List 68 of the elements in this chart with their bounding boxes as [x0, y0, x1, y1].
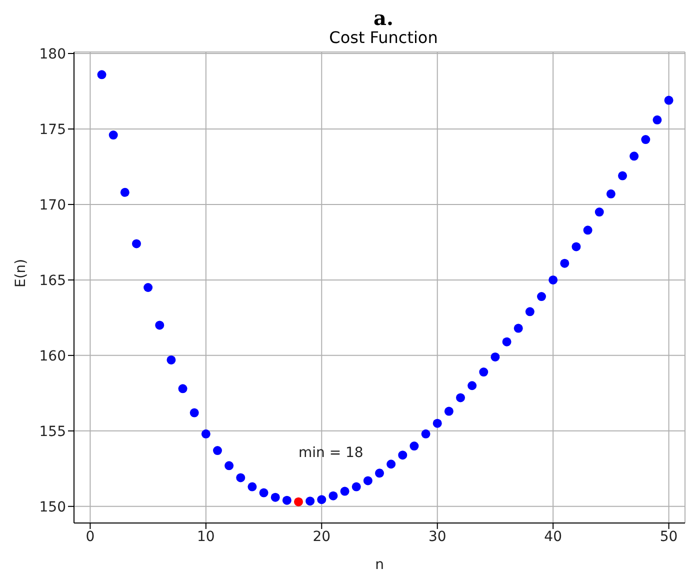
point — [444, 406, 454, 416]
point — [398, 450, 408, 460]
point — [410, 442, 419, 451]
x-axis-title: n — [375, 557, 384, 573]
point — [144, 283, 153, 292]
point — [178, 384, 188, 394]
point — [548, 275, 558, 284]
point — [108, 130, 118, 140]
point — [468, 381, 477, 390]
point — [618, 171, 628, 180]
point — [317, 495, 326, 504]
point — [652, 115, 662, 124]
point — [328, 491, 338, 500]
point — [537, 292, 546, 302]
x-tick-label: 30 — [428, 528, 446, 545]
point — [212, 446, 222, 456]
x-tick-label: 50 — [660, 528, 678, 545]
chart-subtitle: a. — [372, 6, 394, 30]
point — [155, 320, 164, 330]
y-tick-label: 180 — [39, 46, 66, 62]
point — [190, 408, 199, 418]
y-tick-label: 155 — [39, 424, 66, 440]
point — [606, 189, 616, 198]
point — [525, 307, 534, 316]
point — [352, 482, 361, 492]
y-tick-label: 165 — [39, 272, 66, 289]
point — [201, 429, 210, 438]
point — [421, 429, 430, 438]
x-tick-label: 0 — [86, 528, 95, 545]
point — [641, 135, 650, 144]
y-tick-label: 150 — [39, 499, 66, 516]
point — [120, 188, 130, 197]
point — [432, 418, 442, 428]
point — [664, 96, 674, 105]
y-axis-title: E(n) — [12, 258, 29, 288]
point — [270, 492, 280, 502]
point — [248, 482, 257, 492]
point — [132, 239, 141, 248]
point — [363, 476, 372, 486]
point — [259, 488, 268, 498]
y-tick-label: 160 — [39, 348, 66, 364]
y-tick-label: 175 — [39, 122, 66, 138]
point — [236, 473, 246, 482]
point — [560, 258, 570, 268]
x-tick-label: 10 — [197, 528, 215, 545]
point — [375, 468, 384, 478]
point — [572, 242, 581, 252]
x-tick-label: 20 — [312, 528, 331, 545]
point — [306, 496, 315, 506]
point — [340, 486, 350, 496]
y-tick-label: 170 — [39, 197, 66, 214]
point — [282, 496, 292, 505]
point — [294, 497, 303, 506]
point — [594, 208, 604, 217]
annotation: min = 18 — [298, 444, 364, 461]
point — [502, 337, 512, 346]
chart-title: Cost Function — [328, 28, 439, 48]
point — [224, 461, 234, 470]
point — [386, 460, 396, 469]
point — [456, 393, 466, 402]
point — [490, 352, 500, 362]
point — [97, 70, 106, 80]
point — [630, 152, 639, 161]
point — [514, 324, 523, 333]
point — [583, 226, 592, 235]
point — [479, 368, 488, 377]
point — [166, 355, 176, 364]
x-tick-label: 40 — [544, 528, 562, 545]
